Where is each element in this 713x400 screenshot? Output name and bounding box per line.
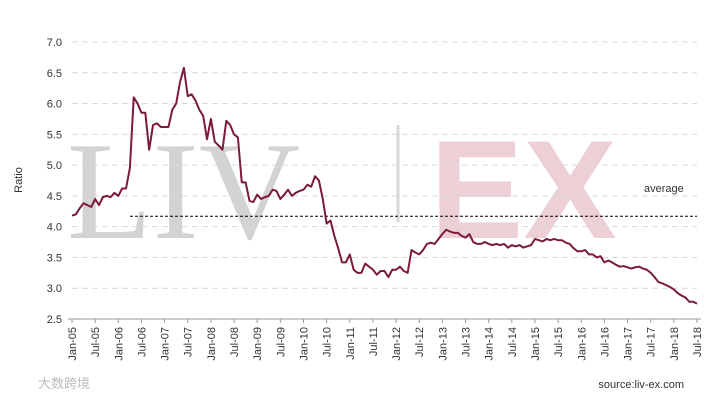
y-tick-label: 4.5: [47, 191, 62, 203]
x-tick-label: Jul-10: [322, 327, 334, 357]
x-tick-label: Jan-11: [345, 327, 357, 360]
x-tick-label: Jan-12: [391, 327, 403, 361]
x-tick-label: Jan-05: [67, 327, 79, 361]
watermark: LIV: [67, 114, 300, 269]
y-tick-label: 5.0: [47, 160, 62, 172]
x-tick-label: Jan-16: [576, 327, 588, 361]
y-tick-label: 6.5: [47, 68, 62, 80]
x-tick-label: Jan-15: [530, 327, 542, 361]
x-tick-label: Jul-18: [692, 327, 704, 357]
x-tick-label: Jul-17: [646, 327, 658, 357]
x-tick-label: Jan-07: [160, 327, 172, 361]
watermark: EX: [430, 111, 617, 268]
x-tick-label: Jul-14: [507, 327, 519, 357]
x-tick-label: Jan-10: [298, 327, 310, 361]
y-tick-label: 5.5: [47, 129, 62, 141]
x-tick-label: Jul-05: [90, 327, 102, 357]
source: source:liv-ex.com: [598, 379, 684, 391]
y-tick-label: 3.5: [47, 252, 62, 264]
x-tick-label: Jan-17: [623, 327, 635, 361]
x-tick-label: Jul-13: [461, 327, 473, 357]
x-tick-label: Jul-12: [414, 327, 426, 357]
y-tick-label: 7.0: [47, 37, 62, 49]
x-tick-label: Jul-16: [599, 327, 611, 357]
y-tick-label: 6.0: [47, 99, 62, 111]
y-tick-label: 4.0: [47, 222, 62, 234]
x-tick-label: Jan-06: [113, 327, 125, 361]
x-tick-label: Jul-07: [183, 327, 195, 357]
data-line: [71, 66, 698, 305]
y-axis-label: Ratio: [13, 167, 25, 193]
y-tick-label: 3.0: [47, 283, 62, 295]
logo: 大数跨境: [38, 376, 90, 391]
x-tick-label: Jan-13: [437, 327, 449, 361]
x-tick-label: Jan-08: [206, 327, 218, 361]
x-tick-label: Jul-11: [368, 327, 380, 356]
x-tick-label: Jul-06: [136, 327, 148, 357]
x-tick-label: Jul-09: [275, 327, 287, 357]
x-tick-label: Jul-08: [229, 327, 241, 357]
x-tick-label: Jan-09: [252, 327, 264, 361]
average-label: average: [644, 183, 684, 195]
y-tick-label: 2.5: [47, 314, 62, 326]
x-tick-label: Jul-15: [553, 327, 565, 357]
x-tick-label: Jan-18: [669, 327, 681, 361]
x-tick-label: Jan-14: [484, 327, 496, 361]
